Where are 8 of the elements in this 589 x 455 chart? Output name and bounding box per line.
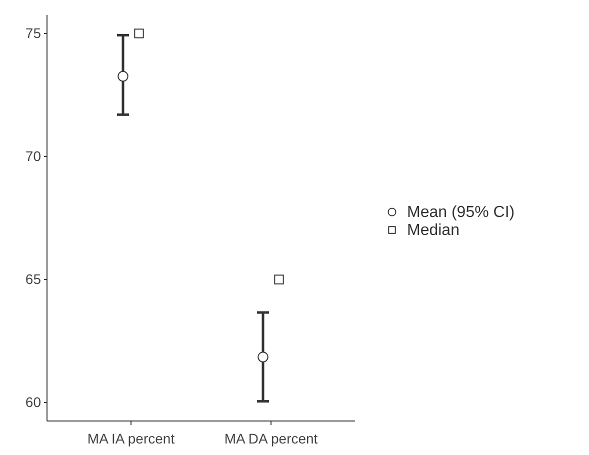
y-tick-label: 70: [25, 148, 42, 164]
x-tick-label: MA DA percent: [224, 430, 318, 446]
x-tick-label: MA IA percent: [87, 430, 175, 446]
y-tick-label: 75: [25, 24, 42, 41]
legend-label: Mean (95% CI): [407, 204, 515, 221]
y-tick-label: 60: [25, 394, 42, 410]
legend-label: Median: [407, 222, 460, 239]
y-tick-label: 65: [25, 270, 42, 287]
